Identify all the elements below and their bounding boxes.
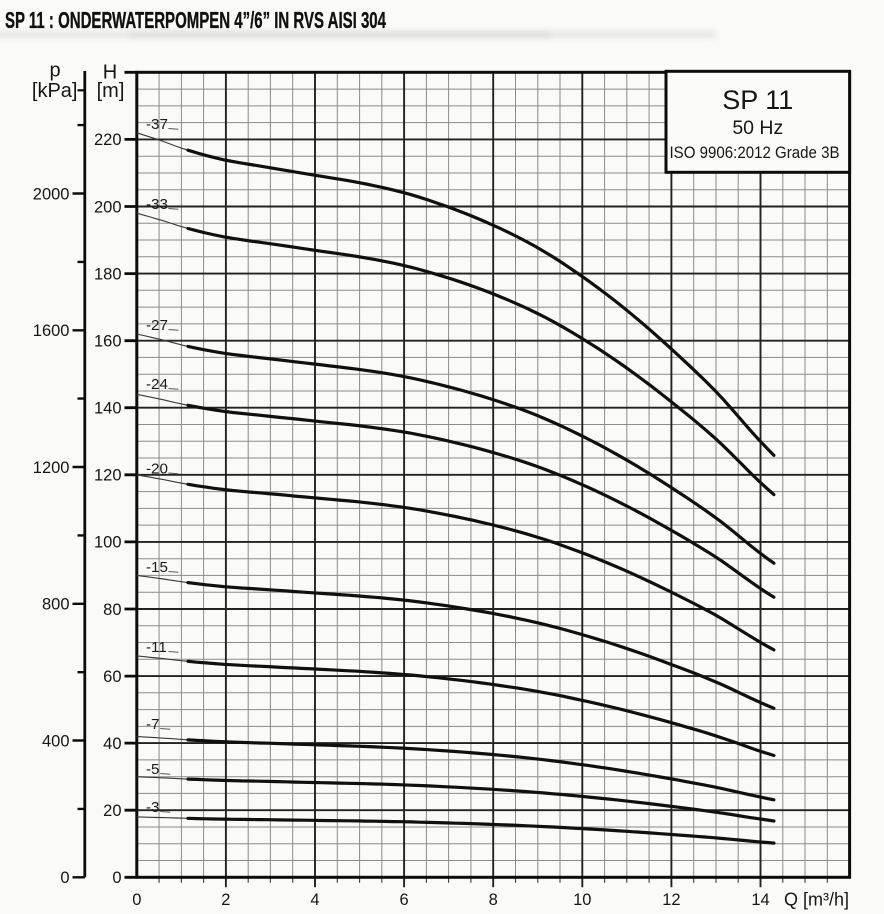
svg-text:-11: -11 — [146, 639, 167, 656]
svg-text:1600: 1600 — [33, 322, 70, 340]
svg-text:180: 180 — [94, 265, 122, 283]
svg-text:SP 11 : ONDERWATERPOMPEN 4”/6”: SP 11 : ONDERWATERPOMPEN 4”/6” IN RVS AI… — [5, 7, 386, 33]
svg-text:1200: 1200 — [33, 459, 70, 477]
svg-text:-37: -37 — [146, 116, 168, 133]
svg-text:-5: -5 — [146, 761, 160, 778]
svg-text:20: 20 — [103, 802, 121, 820]
svg-text:0: 0 — [60, 869, 69, 887]
svg-text:0: 0 — [112, 869, 121, 887]
svg-text:6: 6 — [400, 891, 409, 909]
svg-text:400: 400 — [42, 732, 70, 750]
svg-text:160: 160 — [94, 333, 122, 351]
svg-text:14: 14 — [751, 891, 769, 909]
svg-text:140: 140 — [94, 400, 122, 418]
svg-text:-7: -7 — [146, 716, 160, 733]
svg-text:H: H — [103, 62, 117, 84]
svg-text:10: 10 — [573, 891, 591, 909]
svg-text:[kPa]: [kPa] — [32, 80, 78, 102]
svg-text:p: p — [49, 60, 60, 82]
svg-text:-33: -33 — [146, 196, 168, 213]
svg-text:60: 60 — [103, 668, 121, 686]
svg-text:[m]: [m] — [97, 80, 125, 102]
svg-text:ISO 9906:2012 Grade 3B: ISO 9906:2012 Grade 3B — [670, 143, 840, 162]
svg-text:220: 220 — [94, 131, 122, 149]
svg-text:2: 2 — [221, 891, 230, 909]
svg-text:50 Hz: 50 Hz — [732, 117, 783, 139]
svg-text:4: 4 — [310, 891, 319, 909]
svg-text:-3: -3 — [146, 799, 160, 816]
svg-text:800: 800 — [42, 596, 70, 614]
svg-text:-20: -20 — [146, 461, 168, 478]
svg-text:120: 120 — [94, 467, 122, 485]
svg-text:Q [m³/h]: Q [m³/h] — [784, 890, 849, 910]
svg-text:2000: 2000 — [33, 185, 70, 203]
svg-text:-27: -27 — [146, 317, 168, 334]
svg-text:-15: -15 — [146, 559, 168, 576]
svg-text:100: 100 — [94, 534, 122, 552]
svg-text:40: 40 — [103, 735, 121, 753]
svg-text:SP 11: SP 11 — [722, 85, 793, 115]
svg-text:80: 80 — [103, 601, 121, 619]
svg-text:0: 0 — [132, 891, 141, 909]
svg-text:8: 8 — [489, 891, 498, 909]
svg-text:200: 200 — [94, 198, 122, 216]
svg-text:-24: -24 — [146, 376, 168, 393]
svg-text:12: 12 — [662, 891, 680, 909]
